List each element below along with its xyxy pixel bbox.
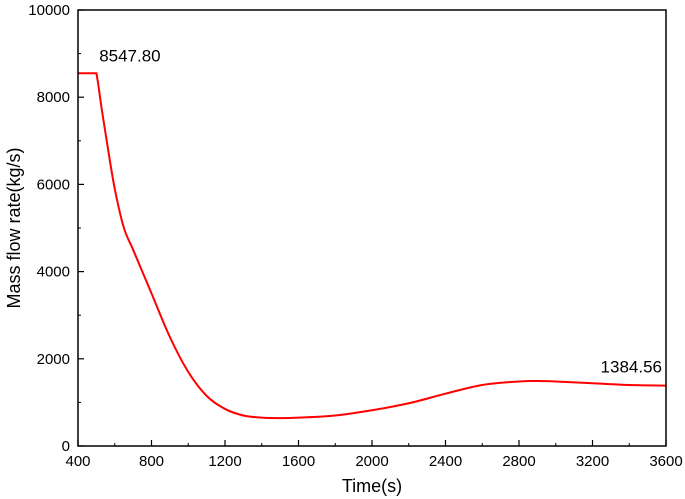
x-tick-label: 800 [139,453,164,470]
y-axis-ticks: 0 2000 4000 6000 8000 10000 [28,2,84,455]
y-tick-label: 10000 [28,2,70,19]
x-tick-label: 2400 [429,453,462,470]
y-tick-label: 4000 [37,264,70,281]
x-tick-label: 2000 [355,453,388,470]
x-tick-label: 400 [65,453,90,470]
y-tick-label: 2000 [37,351,70,368]
annotations: 8547.80 1384.56 [99,46,662,376]
y-axis-title: Mass flow rate(kg/s) [4,147,24,308]
end-value-annotation: 1384.56 [601,358,662,377]
series-line [78,72,667,420]
x-tick-label: 2800 [502,453,535,470]
x-axis-title: Time(s) [342,476,402,496]
x-tick-label: 3200 [576,453,609,470]
x-tick-label: 1200 [208,453,241,470]
x-tick-label: 3600 [649,453,682,470]
y-tick-label: 6000 [37,176,70,193]
start-value-annotation: 8547.80 [99,46,160,65]
x-axis-ticks: 400 800 1200 1600 2000 2400 2800 3200 3600 [65,440,683,470]
y-tick-label: 8000 [37,89,70,106]
x-tick-label: 1600 [282,453,315,470]
plot-frame [77,9,667,447]
y-tick-label: 0 [62,438,70,455]
